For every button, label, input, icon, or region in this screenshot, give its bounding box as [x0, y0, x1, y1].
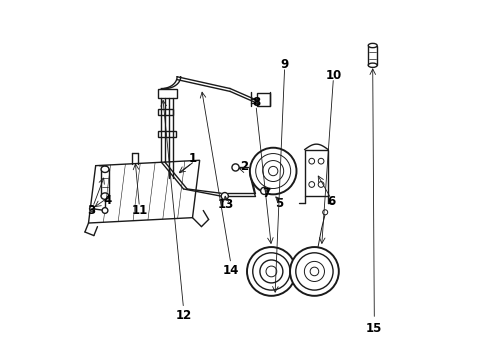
- Bar: [257, 93, 269, 107]
- Text: 4: 4: [103, 194, 111, 207]
- Bar: [158, 131, 175, 137]
- Text: 8: 8: [251, 96, 260, 109]
- Text: 10: 10: [325, 69, 341, 82]
- Circle shape: [221, 193, 228, 200]
- Bar: [158, 89, 177, 98]
- Text: 13: 13: [217, 198, 233, 211]
- Circle shape: [255, 154, 290, 189]
- Circle shape: [268, 166, 277, 176]
- Text: 2: 2: [239, 160, 247, 173]
- Circle shape: [262, 161, 283, 181]
- Circle shape: [289, 247, 338, 296]
- Circle shape: [260, 260, 282, 283]
- Ellipse shape: [101, 193, 109, 199]
- Ellipse shape: [101, 166, 109, 172]
- Text: 1: 1: [188, 152, 196, 165]
- Circle shape: [318, 181, 323, 187]
- Circle shape: [252, 253, 289, 290]
- Text: 11: 11: [131, 204, 147, 217]
- Text: 9: 9: [280, 58, 288, 71]
- Circle shape: [308, 158, 314, 164]
- Circle shape: [308, 181, 314, 187]
- Text: 14: 14: [222, 264, 239, 277]
- Text: 6: 6: [326, 195, 335, 208]
- Circle shape: [318, 158, 323, 164]
- Text: 12: 12: [175, 309, 191, 322]
- Text: 5: 5: [275, 197, 283, 210]
- Circle shape: [304, 261, 324, 282]
- Bar: [158, 109, 172, 116]
- Circle shape: [309, 267, 318, 276]
- Text: 7: 7: [262, 187, 270, 200]
- Circle shape: [249, 148, 296, 194]
- Ellipse shape: [367, 63, 376, 67]
- Circle shape: [295, 253, 332, 290]
- Circle shape: [231, 164, 239, 171]
- Ellipse shape: [367, 43, 376, 48]
- Circle shape: [322, 210, 327, 215]
- Bar: [304, 149, 327, 196]
- Text: 3: 3: [87, 204, 95, 217]
- Circle shape: [260, 187, 267, 194]
- Polygon shape: [88, 160, 199, 223]
- Bar: [101, 169, 109, 196]
- Bar: [367, 45, 376, 65]
- Circle shape: [102, 208, 108, 213]
- Circle shape: [265, 266, 276, 277]
- Circle shape: [89, 206, 94, 211]
- Circle shape: [246, 247, 295, 296]
- Text: 15: 15: [366, 321, 382, 334]
